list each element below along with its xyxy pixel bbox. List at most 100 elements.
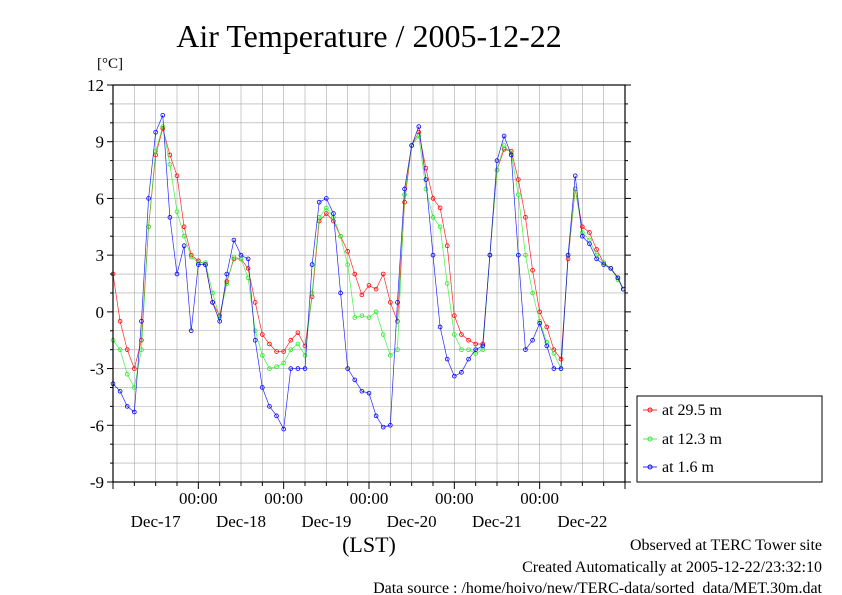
data-point [444,356,450,362]
data-point [124,347,130,352]
data-point [352,271,358,277]
data-point [558,366,564,371]
data-point [430,252,436,258]
data-point [352,377,358,383]
data-point [238,252,244,258]
data-point [160,124,166,129]
data-point [288,366,294,371]
y-tick-label: 0 [96,303,105,322]
data-point [516,192,521,197]
data-point [473,347,478,352]
data-point [395,347,400,352]
data-point [188,254,194,260]
x-time-label: 00:00 [520,489,559,508]
data-point [416,133,422,139]
data-point [174,209,180,214]
data-point [395,319,400,324]
legend-entry: at 12.3 m [643,431,723,448]
data-point [324,211,329,216]
data-point [366,315,372,320]
y-axis-unit-label: [°C] [97,56,123,72]
data-point [174,173,180,179]
series-3 [110,112,626,432]
data-point [516,252,521,258]
y-tick-label: 6 [96,189,105,208]
data-point [437,205,443,211]
data-point [452,373,457,379]
data-point [388,300,393,305]
footer-source-text: Data source : /home/hoivo/new/TERC-data/… [373,580,822,595]
data-point [224,271,230,277]
data-point [302,353,308,358]
y-tick-label: 9 [96,133,105,152]
data-point [167,215,173,220]
data-point [181,243,187,248]
data-point [267,404,272,409]
data-point [423,177,429,182]
data-point [452,313,457,318]
data-point [416,124,422,129]
data-point [196,262,201,267]
data-point [359,313,365,318]
data-point [430,215,436,220]
data-point [473,341,478,347]
data-point [252,328,258,334]
data-point [466,356,471,362]
legend: at 29.5 m at 12.3 m at 1.6 m [636,395,823,483]
data-point [302,366,308,371]
data-point [288,337,294,343]
data-point [366,283,372,288]
data-point [544,324,550,330]
data-point [338,290,343,296]
data-point [523,347,528,352]
data-point [295,330,301,335]
data-point [117,388,123,394]
legend-label: at 1.6 m [662,459,715,476]
data-point [316,199,322,205]
data-point [558,356,564,362]
data-point [437,324,443,330]
grid-lines [113,85,625,482]
data-point [466,337,471,343]
data-point [580,233,585,239]
data-point [380,271,386,277]
data-point [615,275,621,281]
data-point [459,370,464,375]
legend-label: at 12.3 m [662,431,723,448]
x-day-label: Dec-18 [216,512,266,531]
data-point [352,315,358,320]
data-point [444,243,450,248]
data-point [167,162,173,167]
data-point [245,266,251,271]
x-time-label: 00:00 [264,489,303,508]
data-point [523,252,528,258]
data-point [153,129,158,135]
data-point [132,366,137,371]
data-point [466,347,471,352]
data-point [267,366,272,371]
data-point [117,347,123,352]
y-tick-label: -9 [90,473,104,492]
data-point [395,300,400,305]
data-point [210,300,215,305]
data-point [231,254,237,260]
data-point [252,337,258,343]
data-point [537,320,542,326]
data-point [124,371,130,377]
legend-marker-swatch [647,464,653,470]
data-point [551,366,557,371]
data-point [516,177,521,182]
data-point [338,233,343,239]
data-point [594,256,599,262]
legend-marker-swatch [647,436,653,442]
data-point [580,224,585,230]
data-point [267,341,272,347]
data-point [587,241,592,247]
footer-created-text: Created Automatically at 2005-12-22/23:3… [522,559,822,576]
data-point [388,353,393,358]
data-point [380,332,386,337]
data-point [295,341,301,347]
data-point [181,233,187,239]
data-point [537,309,542,315]
